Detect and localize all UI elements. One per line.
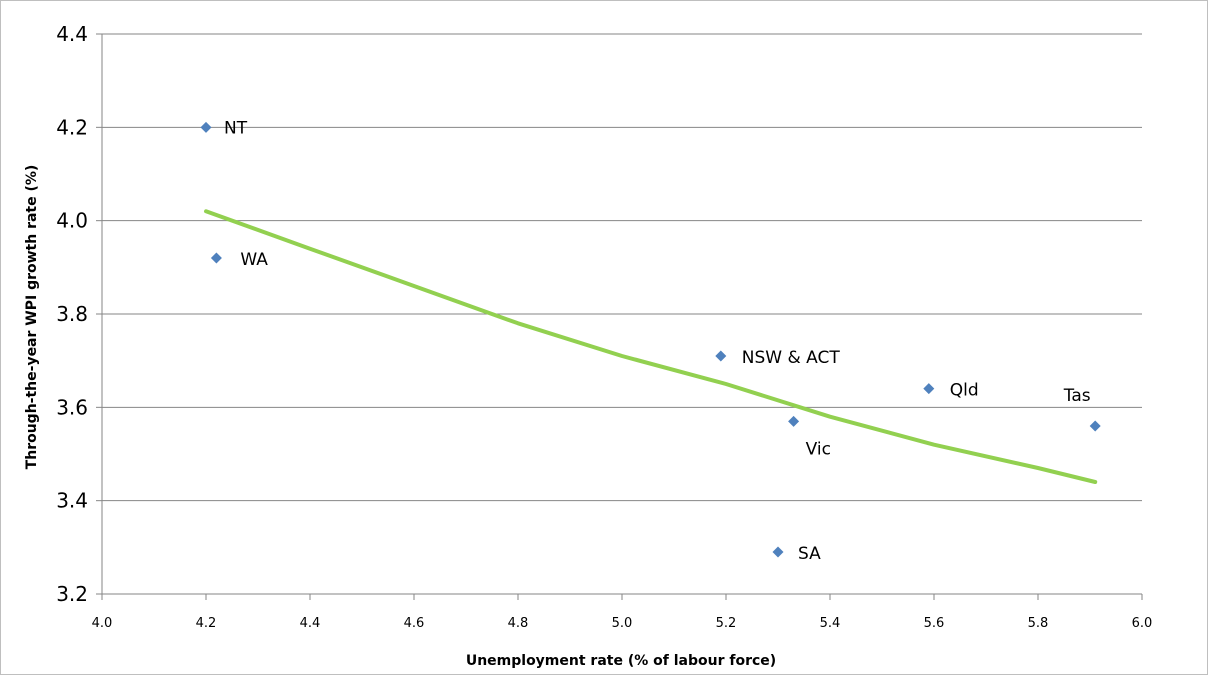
- x-tick-label: 5.0: [612, 616, 633, 631]
- y-tick-label: 3.2: [56, 582, 88, 606]
- grid-layer: [96, 33, 1143, 600]
- y-tick-label: 4.0: [56, 209, 88, 233]
- data-point-label: NSW & ACT: [742, 348, 841, 368]
- x-tick-label: 5.2: [716, 616, 737, 631]
- data-point: [788, 415, 800, 427]
- data-point-label: Tas: [1063, 386, 1091, 406]
- axis-layer: [101, 34, 1142, 595]
- y-tick-labels: 3.2 3.4 3.6 3.8 4.0 4.2 4.4: [56, 22, 88, 606]
- x-tick-label: 4.4: [300, 616, 321, 631]
- x-tick-label: 5.8: [1028, 616, 1049, 631]
- data-point-label: Vic: [806, 439, 831, 459]
- data-point-label: WA: [240, 250, 268, 270]
- trendline: [204, 209, 1098, 484]
- data-point: [772, 546, 784, 558]
- data-points: [200, 121, 1101, 558]
- data-point-labels: NT WA NSW & ACT Qld Tas Vic SA: [224, 118, 1091, 564]
- y-tick-label: 4.2: [56, 115, 88, 139]
- data-point-label: NT: [224, 118, 248, 138]
- y-tick-label: 3.4: [56, 489, 88, 513]
- x-tick-label: 6.0: [1132, 616, 1153, 631]
- x-tick-labels: 4.0 4.2 4.4 4.6 4.8 5.0 5.2 5.4 5.6 5.8 6.0: [92, 616, 1153, 631]
- data-point: [210, 252, 222, 264]
- x-tick-label: 4.8: [508, 616, 529, 631]
- x-tick-label: 5.4: [820, 616, 841, 631]
- x-tick-label: 4.0: [92, 616, 113, 631]
- data-point: [200, 121, 212, 133]
- x-tick-label: 4.6: [404, 616, 425, 631]
- data-point-label: Qld: [950, 381, 979, 401]
- data-point: [923, 383, 935, 395]
- x-tick-label: 4.2: [196, 616, 217, 631]
- data-point: [715, 350, 727, 362]
- data-point-label: SA: [798, 544, 821, 564]
- y-tick-label: 4.4: [56, 22, 88, 46]
- x-axis-title: Unemployment rate (% of labour force): [466, 653, 776, 669]
- data-point: [1089, 420, 1101, 432]
- y-axis-title: Through-the-year WPI growth rate (%): [24, 165, 40, 470]
- y-tick-label: 3.6: [56, 395, 88, 419]
- y-tick-label: 3.8: [56, 302, 88, 326]
- x-tick-label: 5.6: [924, 616, 945, 631]
